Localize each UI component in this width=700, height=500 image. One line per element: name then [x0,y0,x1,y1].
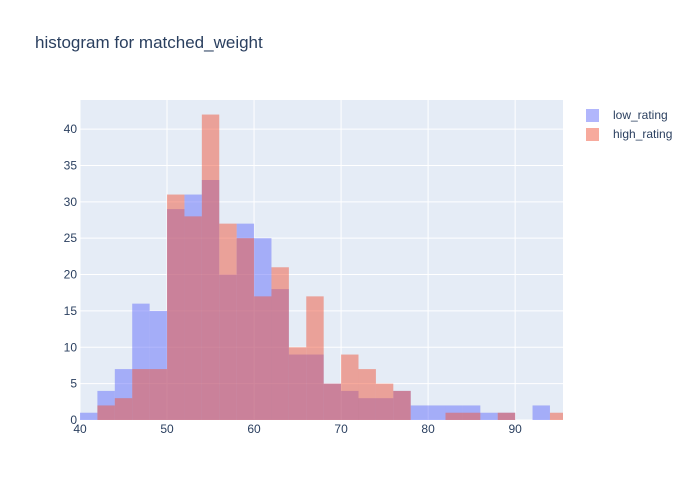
bar-high_rating[interactable] [393,390,411,420]
bar-low_rating[interactable] [480,412,498,420]
bar-high_rating[interactable] [114,398,133,420]
y-tick-label: 5 [70,377,77,391]
bar-high_rating[interactable] [375,383,394,420]
x-tick-label: 40 [73,422,87,436]
bar-low_rating[interactable] [428,405,446,420]
y-tick-label: 40 [64,122,78,136]
bars [80,114,563,420]
y-tick-label: 10 [64,340,78,354]
bar-low_rating[interactable] [80,412,98,420]
bar-high_rating[interactable] [341,354,359,420]
y-axis-ticks: 0 5 10 15 20 25 30 35 40 [64,122,78,427]
bar-high_rating[interactable] [358,369,376,420]
y-tick-label: 30 [64,195,78,209]
bar-high_rating[interactable] [462,412,481,420]
legend-label-low_rating[interactable]: low_rating [613,108,668,122]
bar-high_rating[interactable] [254,296,272,420]
x-tick-label: 70 [334,422,348,436]
y-tick-label: 35 [64,158,78,172]
bar-high_rating[interactable] [167,194,185,420]
bar-high_rating[interactable] [201,114,220,420]
bar-high_rating[interactable] [219,223,237,420]
legend-swatch-low_rating[interactable] [586,109,599,122]
x-tick-label: 60 [247,422,261,436]
bar-low_rating[interactable] [410,405,429,420]
bar-high_rating[interactable] [549,412,563,420]
y-tick-label: 25 [64,231,78,245]
x-tick-label: 90 [508,422,522,436]
bar-high_rating[interactable] [132,369,150,420]
bar-high_rating[interactable] [184,216,202,420]
bar-high_rating[interactable] [271,267,289,420]
x-tick-label: 80 [421,422,435,436]
legend-label-high_rating[interactable]: high_rating [613,127,672,141]
bar-high_rating[interactable] [497,412,516,420]
y-tick-label: 20 [64,268,78,282]
bar-high_rating[interactable] [236,238,255,420]
bar-high_rating[interactable] [97,405,115,420]
y-tick-label: 0 [70,413,77,427]
legend[interactable]: low_rating high_rating [586,108,672,141]
bar-high_rating[interactable] [323,383,342,420]
bar-high_rating[interactable] [445,412,463,420]
bar-high_rating[interactable] [149,369,168,420]
bar-low_rating[interactable] [532,405,550,420]
bar-high_rating[interactable] [288,347,307,420]
bar-high_rating[interactable] [306,296,324,420]
chart-title: histogram for matched_weight [35,33,263,52]
x-tick-label: 50 [160,422,174,436]
x-axis-ticks: 40 50 60 70 80 90 [73,422,522,436]
y-tick-label: 15 [64,304,78,318]
legend-swatch-high_rating[interactable] [586,128,599,141]
